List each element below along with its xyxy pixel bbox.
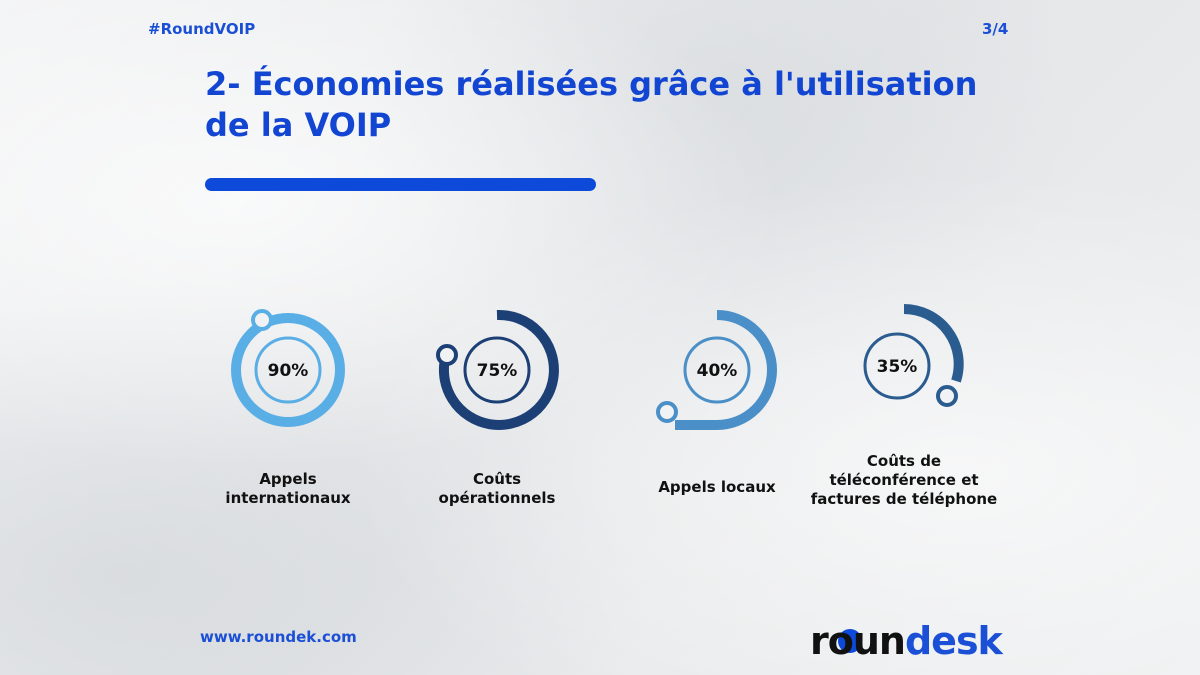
stat-label: Appels locaux: [597, 478, 837, 497]
stat-label: Appels internationaux: [168, 470, 408, 508]
gauge-40: 40%: [656, 310, 777, 430]
stat-label-line: Coûts: [472, 470, 522, 488]
stat-label-line: internationaux: [225, 489, 351, 507]
gauge-75: 75%: [436, 309, 559, 430]
page-title-line-1: 2- Économies réalisées grâce à l'utilisa…: [205, 65, 978, 103]
gauge-knob: [436, 344, 458, 366]
gauge-inner-ring: [463, 336, 531, 404]
stat-label-line: Appels: [259, 470, 317, 488]
stat-couts-teleconference: 35% Coûts de téléconférence et factures …: [784, 296, 1024, 516]
gauge-value: 40%: [697, 361, 738, 381]
gauge-inner-ring: [254, 336, 322, 404]
page-title: 2- Économies réalisées grâce à l'utilisa…: [205, 64, 1005, 146]
gauge-ring: [231, 313, 345, 427]
gauge-inner-ring: [683, 336, 751, 404]
gauge-knob: [251, 309, 273, 331]
stat-appels-internationaux: 90% Appels internationaux: [168, 300, 408, 510]
roundesk-logo: roundesk: [810, 619, 1005, 660]
gauge-value: 90%: [268, 361, 309, 381]
gauge-35: 35%: [863, 304, 964, 407]
stat-label-line: Coûts de: [866, 452, 942, 470]
stat-label-line: factures de téléphone: [810, 490, 998, 508]
stat-label-line: téléconférence et: [829, 471, 979, 489]
page-title-line-2: de la VOIP: [205, 106, 392, 144]
gauge-ring: [675, 310, 777, 430]
footer-website-link[interactable]: www.roundek.com: [200, 628, 357, 646]
stat-label: Coûts opérationnels: [377, 470, 617, 508]
gauge-ring: [903, 304, 964, 383]
gauge-knob: [936, 385, 958, 407]
gauge-value: 35%: [877, 357, 918, 377]
gauge-inner-ring: [863, 332, 931, 400]
page-indicator: 3/4: [982, 20, 1009, 38]
stat-label-line: Appels locaux: [658, 478, 776, 496]
gauge-knob: [656, 401, 678, 423]
stat-label-line: opérationnels: [438, 489, 556, 507]
hashtag: #RoundVOIP: [148, 20, 256, 38]
gauge-value: 75%: [477, 361, 518, 381]
logo-text: roundesk: [810, 619, 1004, 660]
gauge-ring: [438, 309, 559, 430]
gauge-90: 90%: [231, 309, 345, 427]
logo-o-accent: [838, 629, 862, 653]
title-underline-bar: [205, 178, 596, 191]
stat-couts-operationnels: 75% Coûts opérationnels: [377, 300, 617, 510]
stat-appels-locaux: 40% Appels locaux: [597, 300, 837, 510]
stat-label: Coûts de téléconférence et factures de t…: [784, 452, 1024, 509]
